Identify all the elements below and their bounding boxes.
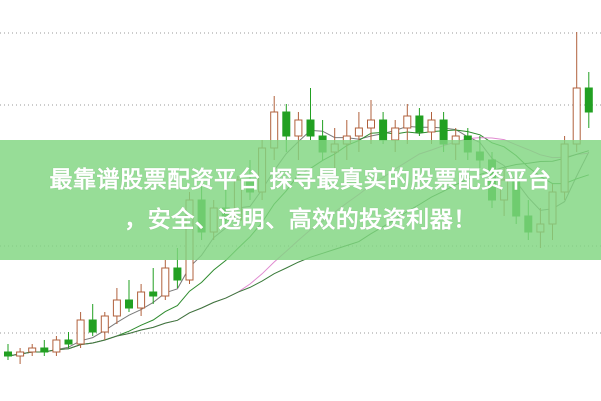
candle-body bbox=[161, 267, 170, 297]
banner-line-1: 最靠谱股票配资平台 探寻最真实的股票配资平台 bbox=[49, 167, 552, 193]
candle-body bbox=[294, 119, 303, 137]
candle-body bbox=[28, 347, 37, 353]
candle-body bbox=[391, 127, 400, 141]
candle-body bbox=[403, 115, 412, 129]
candle-body bbox=[306, 119, 315, 137]
candle-body bbox=[584, 87, 593, 113]
candle-body bbox=[112, 299, 121, 317]
candle-body bbox=[125, 299, 133, 309]
title-banner: 最靠谱股票配资平台 探寻最真实的股票配资平台 ，安全、透明、高效的投资利器！ bbox=[0, 140, 601, 260]
candle-body bbox=[367, 119, 375, 129]
candle-body bbox=[16, 351, 25, 357]
candle-body bbox=[100, 315, 109, 333]
candle-body bbox=[379, 119, 388, 141]
candle-body bbox=[52, 339, 61, 353]
candle-body bbox=[137, 291, 146, 309]
candle-body bbox=[354, 127, 363, 137]
candle-body bbox=[415, 115, 424, 133]
candle-body bbox=[4, 351, 12, 357]
candle-body bbox=[88, 319, 97, 333]
candle-body bbox=[572, 87, 581, 145]
candle-body bbox=[76, 319, 85, 345]
candle-body bbox=[173, 267, 182, 281]
candle-body bbox=[149, 291, 158, 297]
candle-body bbox=[427, 119, 436, 133]
candle-body bbox=[40, 347, 49, 353]
candle-body bbox=[282, 111, 291, 137]
banner-line-2: ，安全、透明、高效的投资利器！ bbox=[124, 207, 477, 233]
candle-body bbox=[64, 339, 73, 345]
